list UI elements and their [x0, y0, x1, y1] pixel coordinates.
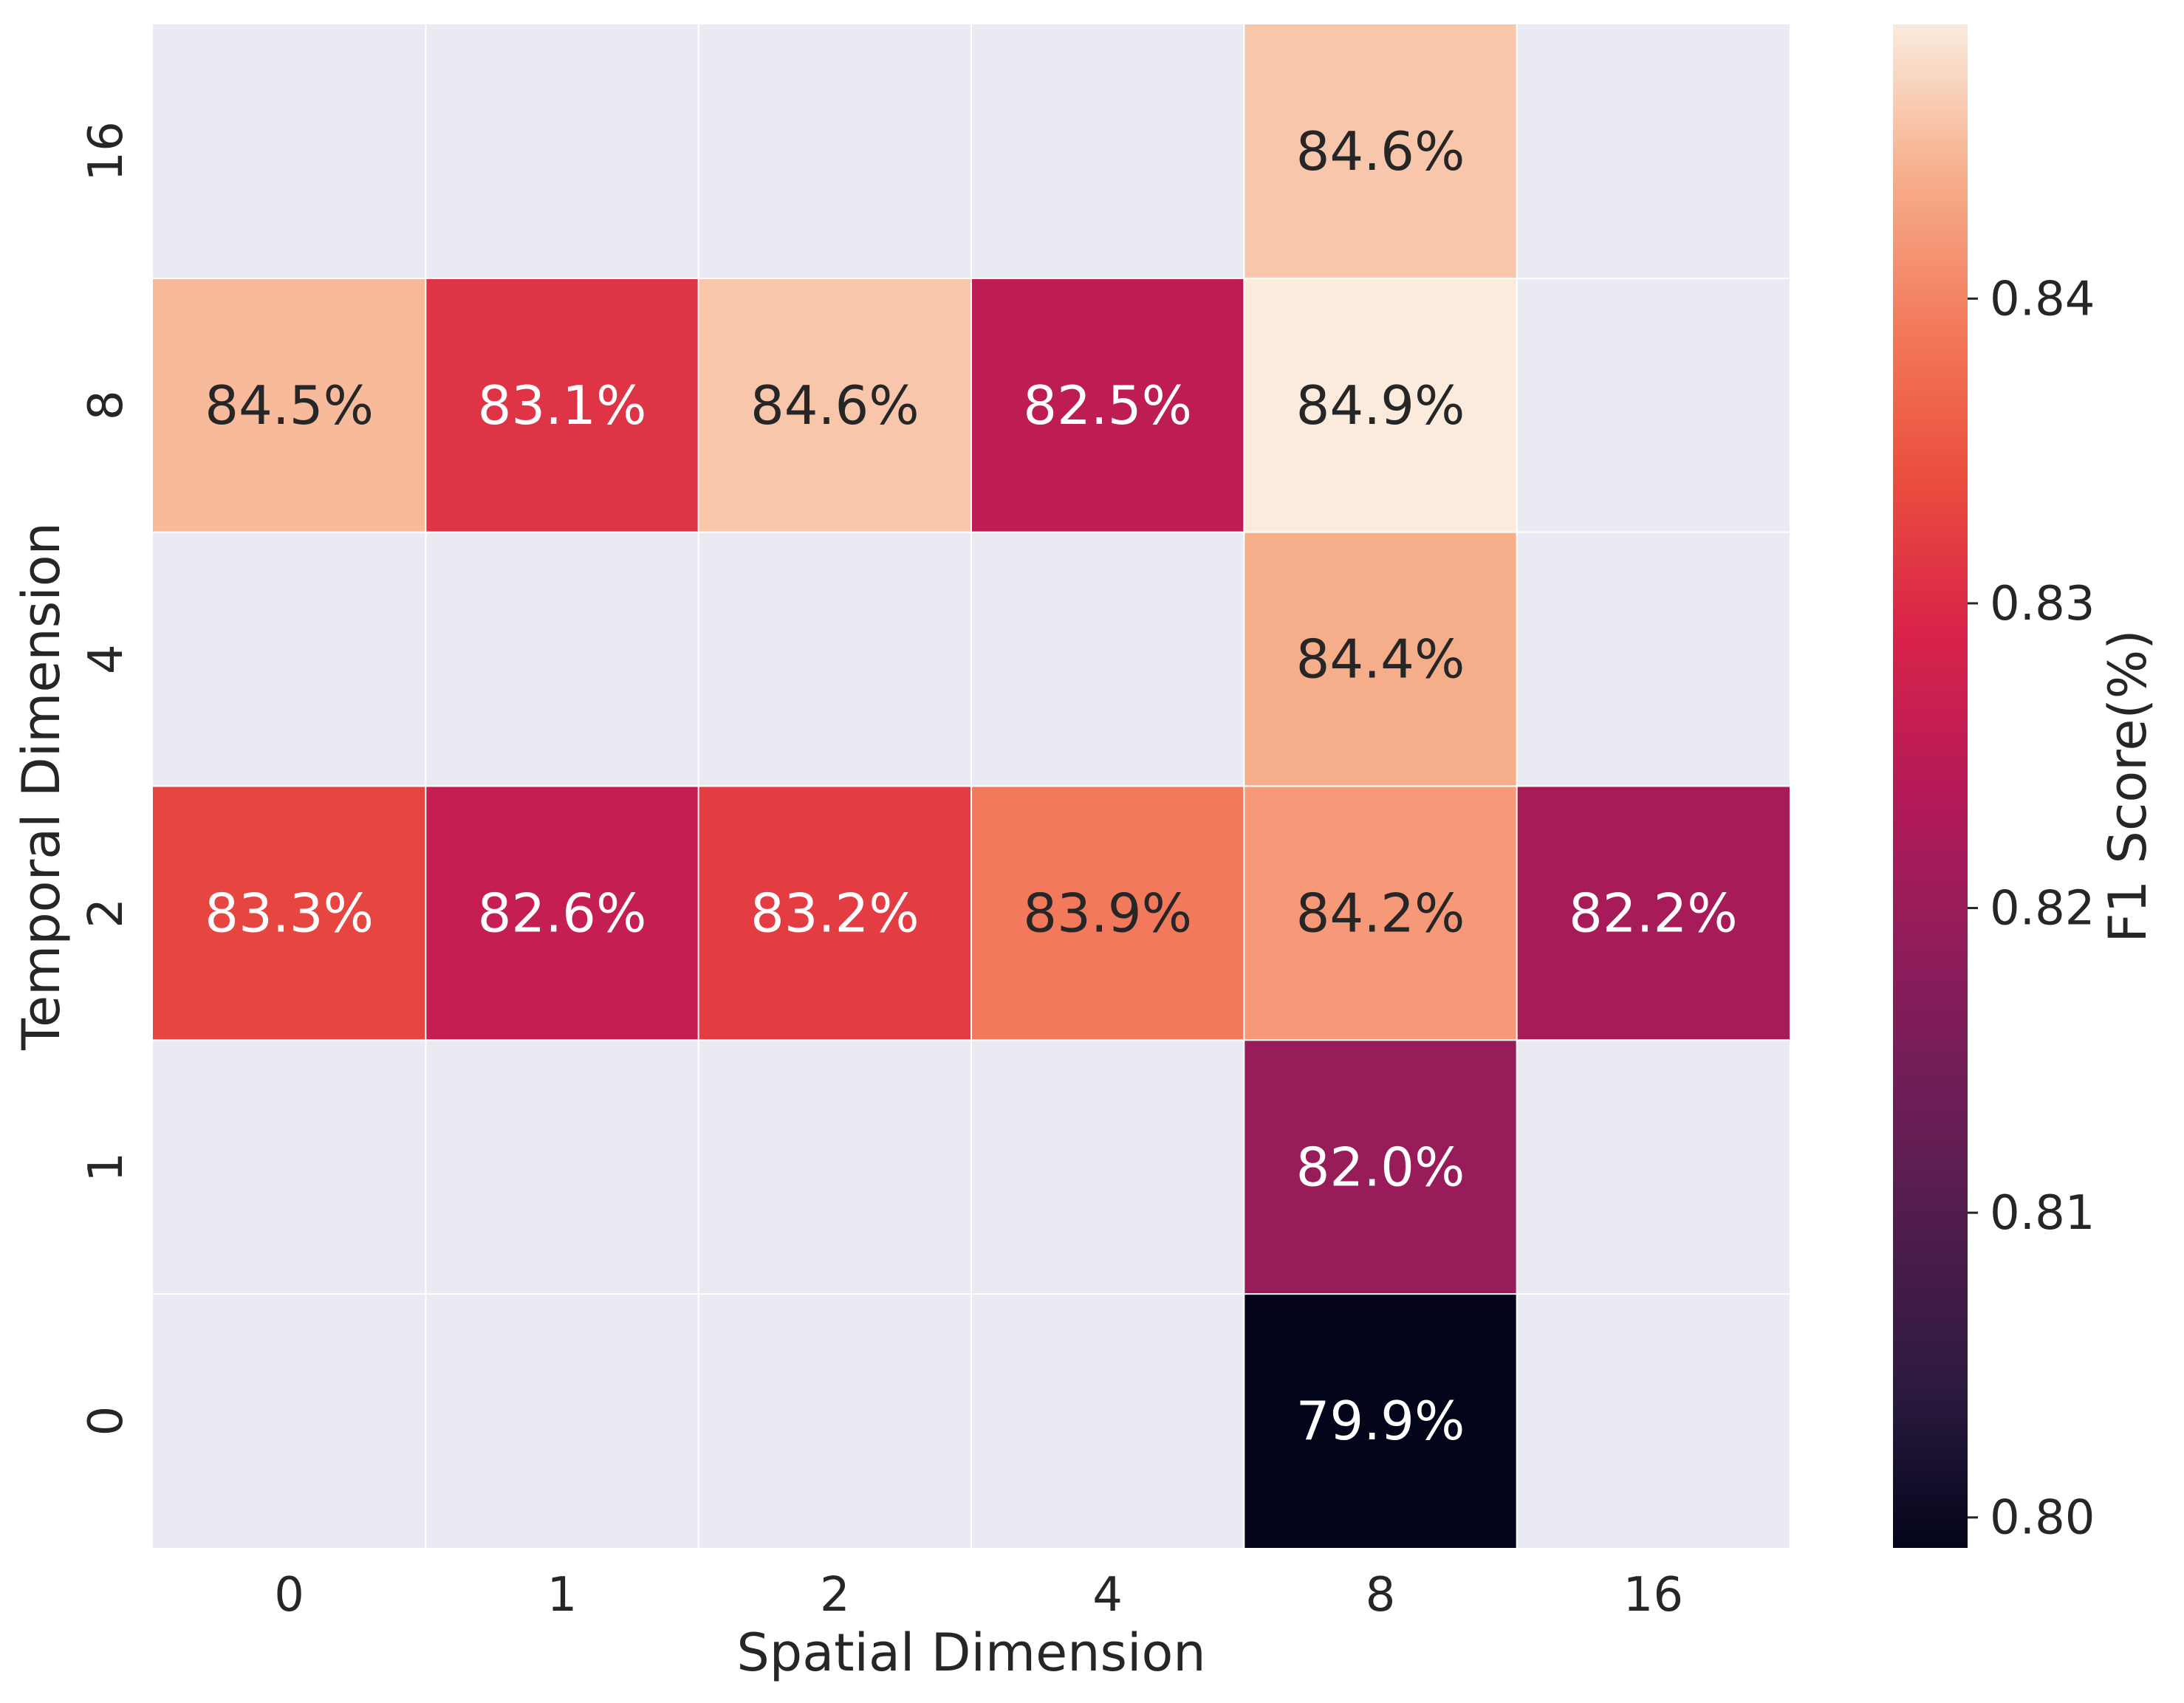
colorbar-tick-label: 0.84	[1990, 272, 2095, 326]
colorbar-tick-label: 0.81	[1990, 1186, 2095, 1241]
y-tick-label: 16	[79, 121, 134, 181]
heatmap-cell	[1244, 786, 1517, 1041]
y-tick-label: 4	[79, 644, 134, 674]
y-tick-label: 8	[79, 390, 134, 420]
x-axis-ticks: 0 1 2 4 8 16	[274, 1568, 1683, 1623]
heatmap-cell	[1244, 532, 1517, 787]
colorbar-ticks: 0.80 0.81 0.82 0.83 0.84	[1968, 272, 2095, 1546]
cell-value-label: 82.0%	[1296, 1136, 1465, 1198]
heatmap-cell	[153, 278, 426, 532]
y-axis-ticks: 16 8 4 2 1 0	[79, 121, 134, 1436]
cell-value-label: 82.5%	[1023, 374, 1192, 436]
x-tick-label: 16	[1623, 1568, 1683, 1623]
y-axis-label: Temporal Dimension	[11, 522, 72, 1051]
heatmap-cell	[425, 278, 699, 532]
heatmap-cell	[971, 278, 1245, 532]
colorbar-label: F1 Score(%)	[2098, 629, 2158, 942]
heatmap-cell	[1244, 1294, 1517, 1548]
heatmap-cells	[153, 24, 1790, 1548]
x-tick-label: 1	[547, 1568, 578, 1623]
cell-value-label: 82.2%	[1569, 882, 1738, 944]
cell-value-label: 84.6%	[750, 374, 920, 436]
cell-value-label: 84.6%	[1296, 120, 1465, 182]
cell-value-label: 84.5%	[205, 374, 374, 436]
cell-value-label: 83.3%	[205, 882, 374, 944]
colorbar	[1893, 24, 1968, 1548]
cell-value-label: 84.4%	[1296, 628, 1465, 691]
x-tick-label: 8	[1366, 1568, 1396, 1623]
cell-value-labels: 84.6% 84.5% 83.1% 84.6% 82.5% 84.9% 84.4% 83.3%…	[205, 120, 1737, 1452]
y-tick-label: 0	[79, 1406, 134, 1436]
heatmap-cell	[1516, 786, 1790, 1041]
x-axis-label: Spatial Dimension	[736, 1623, 1205, 1683]
heatmap-cell	[153, 786, 426, 1041]
y-tick-label: 1	[79, 1152, 134, 1182]
heatmap-cell	[698, 278, 971, 532]
cell-value-label: 84.9%	[1296, 374, 1465, 436]
heatmap-cell	[425, 786, 699, 1041]
colorbar-tick-label: 0.83	[1990, 577, 2095, 631]
cell-value-label: 83.2%	[750, 882, 920, 944]
cell-value-label: 83.1%	[478, 374, 647, 436]
colorbar-tick-label: 0.80	[1990, 1491, 2095, 1546]
heatmap-cell	[698, 786, 971, 1041]
heatmap-cell	[1244, 1040, 1517, 1295]
cell-value-label: 83.9%	[1023, 882, 1192, 944]
heatmap-cell	[971, 786, 1245, 1041]
y-tick-label: 2	[79, 898, 134, 928]
x-tick-label: 2	[820, 1568, 850, 1623]
heatmap-cell	[1244, 24, 1517, 278]
heatmap-cell	[1244, 278, 1517, 532]
cell-value-label: 84.2%	[1296, 882, 1465, 944]
colorbar-tick-label: 0.82	[1990, 882, 2095, 936]
cell-value-label: 79.9%	[1296, 1390, 1465, 1452]
x-tick-label: 4	[1092, 1568, 1123, 1623]
cell-value-label: 82.6%	[478, 882, 647, 944]
grid-lines	[153, 24, 1790, 1548]
x-tick-label: 0	[274, 1568, 304, 1623]
